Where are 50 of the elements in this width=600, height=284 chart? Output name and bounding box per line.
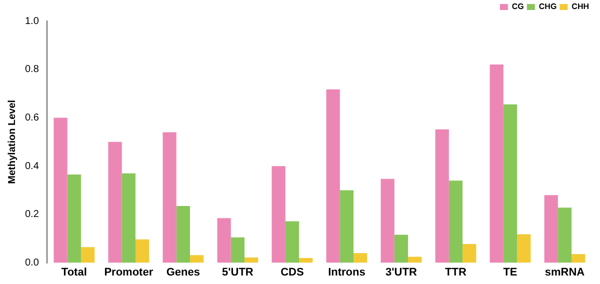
y-tick-label: 0.8 <box>24 64 40 76</box>
x-tick-label: TE <box>503 266 518 278</box>
bar <box>380 178 394 263</box>
bar <box>394 234 408 263</box>
bar <box>517 234 531 263</box>
bar <box>244 257 258 263</box>
y-tick-label: 0.6 <box>24 112 40 124</box>
bar <box>490 64 504 263</box>
x-tick-label: 5'UTR <box>222 266 254 278</box>
y-axis-title: Methylation Level <box>6 100 18 184</box>
x-tick-label: smRNA <box>544 266 585 278</box>
bar <box>217 218 231 263</box>
bar <box>299 258 313 263</box>
legend-label: CHH <box>572 2 590 12</box>
x-tick-label: Total <box>61 266 87 278</box>
legend-label: CHG <box>538 2 557 12</box>
bar <box>462 244 476 263</box>
x-tick-label: 3'UTR <box>386 266 417 278</box>
bar <box>162 132 176 263</box>
bar <box>435 129 449 263</box>
y-tick-label: 0.0 <box>24 258 40 269</box>
bar <box>285 221 300 263</box>
bar <box>408 256 422 263</box>
bar <box>558 208 572 263</box>
x-tick-label: Introns <box>328 266 366 278</box>
bar <box>67 174 81 263</box>
x-tick-label: CDS <box>280 266 304 278</box>
bar <box>544 195 558 263</box>
bar <box>272 166 286 263</box>
bar <box>326 89 340 263</box>
bar <box>340 190 354 263</box>
bar <box>354 253 368 263</box>
x-tick-label: Promoter <box>104 266 154 278</box>
x-tick-label: Genes <box>166 266 200 278</box>
bar <box>503 104 518 263</box>
bar <box>190 255 204 263</box>
bar <box>80 247 95 263</box>
bar <box>135 239 150 263</box>
y-tick-label: 0.2 <box>24 209 40 220</box>
y-tick-label: 0.4 <box>24 160 40 172</box>
bar <box>448 180 463 263</box>
bar <box>176 206 190 263</box>
bar <box>108 142 122 263</box>
bar <box>572 254 586 263</box>
y-tick-label: 1.0 <box>24 16 40 27</box>
bar <box>54 118 68 263</box>
bar <box>230 237 244 263</box>
bar <box>122 173 136 263</box>
legend-label: CG <box>512 2 524 12</box>
x-tick-label: TTR <box>445 266 466 278</box>
